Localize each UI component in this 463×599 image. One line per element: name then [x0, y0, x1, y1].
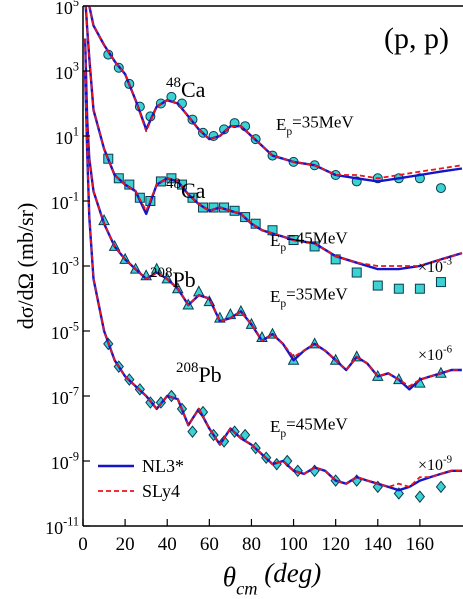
legend-label: NL3* [142, 456, 184, 476]
model-curve [84, 38, 462, 388]
model-curve [84, 70, 462, 488]
annotation: 208Pb [176, 360, 222, 387]
y-tick-label: 10-5 [51, 320, 79, 343]
y-tick-label: 10-3 [51, 255, 79, 278]
model-curve [88, 6, 463, 180]
annotation: (p, p) [384, 22, 449, 55]
annotation: 48Ca [166, 75, 206, 102]
annotation: Ep=35MeV [276, 113, 354, 139]
annotation: Ep=45MeV [270, 415, 348, 441]
x-tick-label: 100 [279, 534, 308, 555]
data-point [414, 283, 425, 294]
data-point [435, 183, 446, 194]
annotation: ×10-6 [418, 344, 453, 364]
annotation: ×10-3 [418, 256, 453, 276]
y-tick-label: 103 [55, 60, 79, 83]
y-tick-label: 10-11 [45, 515, 79, 538]
x-tick-label: 20 [116, 534, 135, 555]
data-point [176, 179, 187, 190]
data-point [435, 480, 447, 494]
annotation: Ep=35MeV [270, 285, 348, 311]
data-point [351, 267, 362, 278]
y-tick-label: 10-1 [51, 190, 79, 213]
annotation: 208Pb [150, 265, 196, 292]
x-axis-label: θcm (deg) [223, 558, 321, 598]
x-tick-label: 160 [406, 534, 435, 555]
data-point [372, 280, 383, 291]
x-tick-label: 40 [158, 534, 177, 555]
legend-label: SLy4 [142, 481, 180, 501]
x-tick-label: 60 [200, 534, 219, 555]
data-point [393, 283, 404, 294]
annotation: 48Ca [166, 176, 206, 203]
y-tick-label: 101 [55, 125, 79, 148]
data-point [435, 277, 446, 288]
y-tick-label: 10-7 [51, 385, 79, 408]
data-point [218, 435, 230, 448]
model-curve [84, 6, 463, 267]
annotation: Ep=45MeV [270, 229, 348, 255]
x-tick-label: 0 [78, 534, 88, 555]
x-tick-label: 80 [242, 534, 261, 555]
annotation: ×10-9 [418, 454, 452, 474]
x-tick-label: 120 [321, 534, 350, 555]
x-tick-label: 140 [364, 534, 393, 555]
y-tick-label: 10-9 [51, 450, 79, 473]
data-point [187, 425, 198, 438]
y-axis-label: dσ/dΩ (mb/sr) [13, 203, 38, 330]
y-tick-label: 105 [55, 0, 79, 18]
data-point [414, 490, 426, 503]
plot-area [83, 6, 463, 503]
